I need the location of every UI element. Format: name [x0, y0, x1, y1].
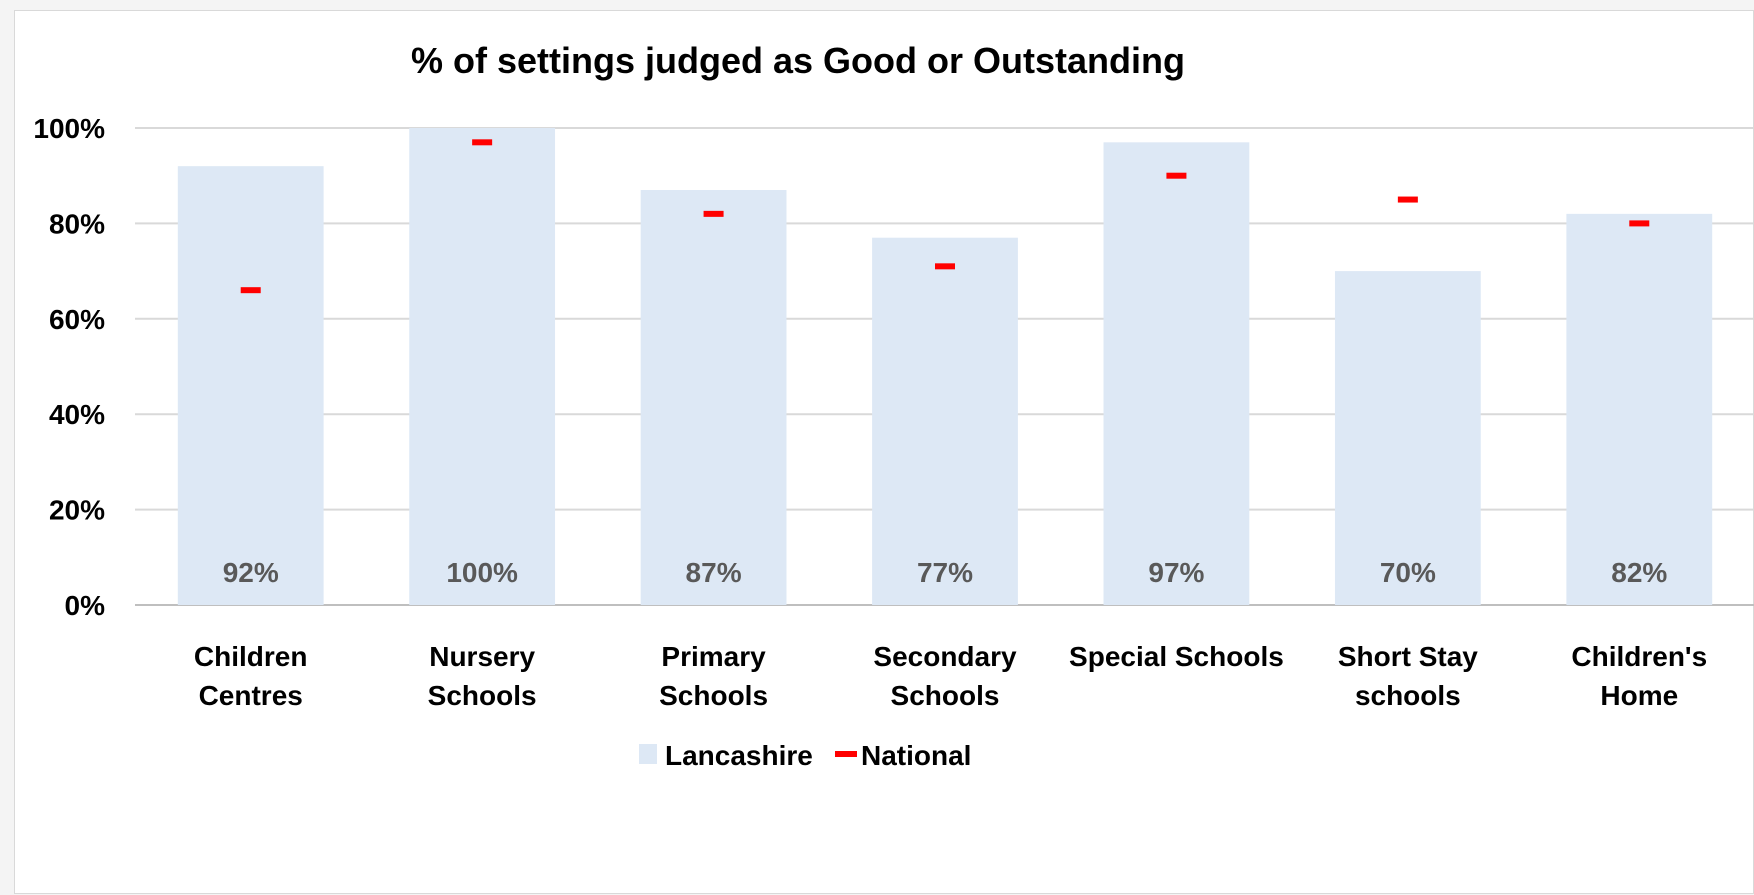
legend-label-national: National [861, 740, 971, 771]
data-label: 82% [1611, 557, 1667, 588]
x-category-label: schools [1355, 680, 1461, 711]
x-category: Short Stay schools [1338, 641, 1478, 711]
bar [177, 166, 324, 605]
bar [640, 190, 787, 605]
bar-series: 92% 100% 87% 77% 97% 70% 82% [177, 128, 1713, 606]
x-category: Special Schools [1069, 641, 1284, 672]
x-category-label: Schools [659, 680, 768, 711]
x-category: Nursery Schools [428, 641, 537, 711]
x-category: Children Centres [194, 641, 308, 711]
marker [240, 287, 261, 294]
x-category-label: Schools [428, 680, 537, 711]
legend-label-lancashire: Lancashire [665, 740, 813, 771]
x-category-label: Short Stay [1338, 641, 1478, 672]
y-tick-label: 20% [49, 495, 105, 526]
x-axis-categories: Children Centres Nursery Schools Primary Scho… [194, 641, 1707, 711]
y-tick-label: 100% [33, 113, 105, 144]
x-category-label: Primary [661, 641, 766, 672]
bar [1103, 142, 1250, 605]
marker-series [240, 139, 1650, 294]
data-label: 70% [1380, 557, 1436, 588]
x-category-label: Secondary [873, 641, 1017, 672]
chart-title: % of settings judged as Good or Outstand… [411, 40, 1185, 81]
bar [872, 237, 1018, 605]
y-tick-label: 80% [49, 208, 105, 239]
x-category: Secondary Schools [873, 641, 1017, 711]
x-category-label: Children's [1571, 641, 1707, 672]
marker [1397, 196, 1418, 203]
x-category: Primary Schools [659, 641, 768, 711]
x-category-label: Nursery [429, 641, 535, 672]
marker [935, 263, 955, 270]
x-category-label: Children [194, 641, 308, 672]
data-label: 100% [446, 557, 518, 588]
data-label: 92% [223, 557, 279, 588]
marker [1629, 220, 1650, 227]
bar [409, 128, 556, 605]
legend-swatch-lancashire [639, 744, 657, 764]
y-tick-label: 40% [49, 399, 105, 430]
y-tick-label: 60% [49, 304, 105, 335]
marker [1166, 172, 1187, 179]
y-axis-ticks: 0% 20% 40% 60% 80% 100% [33, 113, 105, 621]
marker [472, 139, 493, 146]
marker [703, 210, 724, 217]
bar [1566, 213, 1713, 606]
x-category-label: Home [1600, 680, 1678, 711]
x-category-label: Centres [199, 680, 303, 711]
data-label: 97% [1148, 557, 1204, 588]
x-category-label: Special Schools [1069, 641, 1284, 672]
legend: Lancashire National [639, 740, 971, 771]
x-category: Children's Home [1571, 641, 1707, 711]
data-label: 77% [917, 557, 973, 588]
legend-swatch-national [835, 751, 857, 757]
chart-frame: % of settings judged as Good or Outstand… [14, 10, 1754, 894]
data-label: 87% [686, 557, 742, 588]
x-category-label: Schools [891, 680, 1000, 711]
chart-svg: % of settings judged as Good or Outstand… [33, 40, 1754, 771]
y-tick-label: 0% [65, 590, 106, 621]
bar [1334, 271, 1481, 605]
